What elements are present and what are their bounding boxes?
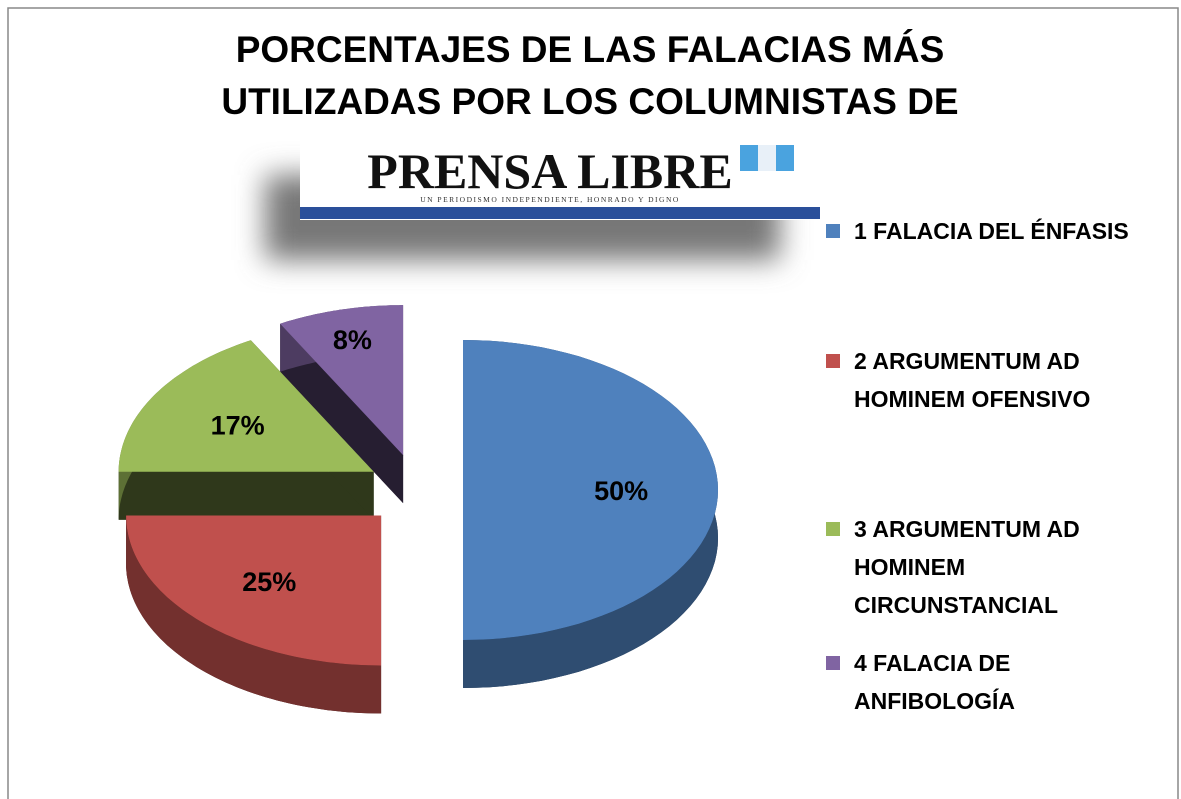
slice-rim: [126, 515, 382, 714]
flag: [758, 145, 776, 171]
legend: 1 FALACIA DEL ÉNFASIS 2 ARGUMENTUM AD HOM…: [826, 212, 1146, 720]
legend-label: 1 FALACIA DEL ÉNFASIS: [854, 218, 1129, 244]
logo-bar: [300, 207, 820, 219]
logo-box: [300, 132, 820, 220]
flag: [740, 145, 758, 171]
logo-tagline: UN PERIODISMO INDEPENDIENTE, HONRADO Y D…: [420, 195, 680, 204]
chart-title: UTILIZADAS POR LOS COLUMNISTAS DE: [221, 81, 958, 122]
slice-wall: [280, 323, 404, 504]
logo-text: PRENSA LIBRE: [367, 143, 732, 199]
legend-swatch: [826, 522, 840, 536]
legend-swatch: [826, 224, 840, 238]
legend-item: 3 ARGUMENTUM AD HOMINEM CIRCUNSTANCIAL: [826, 510, 1146, 624]
legend-item: 2 ARGUMENTUM AD HOMINEM OFENSIVO: [826, 342, 1146, 418]
legend-item: 4 FALACIA DE ANFIBOLOGÍA: [826, 644, 1146, 720]
data-label: 50%: [594, 476, 648, 506]
slice: [463, 340, 718, 640]
slice-wall: [118, 471, 374, 520]
slice: [280, 305, 404, 456]
slice: [126, 515, 382, 666]
legend-swatch: [826, 354, 840, 368]
slice: [118, 340, 374, 472]
legend-swatch: [826, 656, 840, 670]
frame: [7, 7, 1179, 799]
legend-label: 3 ARGUMENTUM AD HOMINEM CIRCUNSTANCIAL: [854, 516, 1080, 618]
logo: PRENSA LIBRE UN PERIODISMO INDEPENDIENTE…: [265, 132, 820, 260]
data-label: 8%: [333, 325, 372, 355]
flag: [776, 145, 794, 171]
data-label: 17%: [211, 410, 265, 440]
legend-label: 4 FALACIA DE ANFIBOLOGÍA: [854, 650, 1015, 714]
legend-item: 1 FALACIA DEL ÉNFASIS: [826, 212, 1146, 250]
data-label: 25%: [242, 567, 296, 597]
chart-title: PORCENTAJES DE LAS FALACIAS MÁS: [236, 29, 945, 70]
legend-label: 2 ARGUMENTUM AD HOMINEM OFENSIVO: [854, 348, 1091, 412]
